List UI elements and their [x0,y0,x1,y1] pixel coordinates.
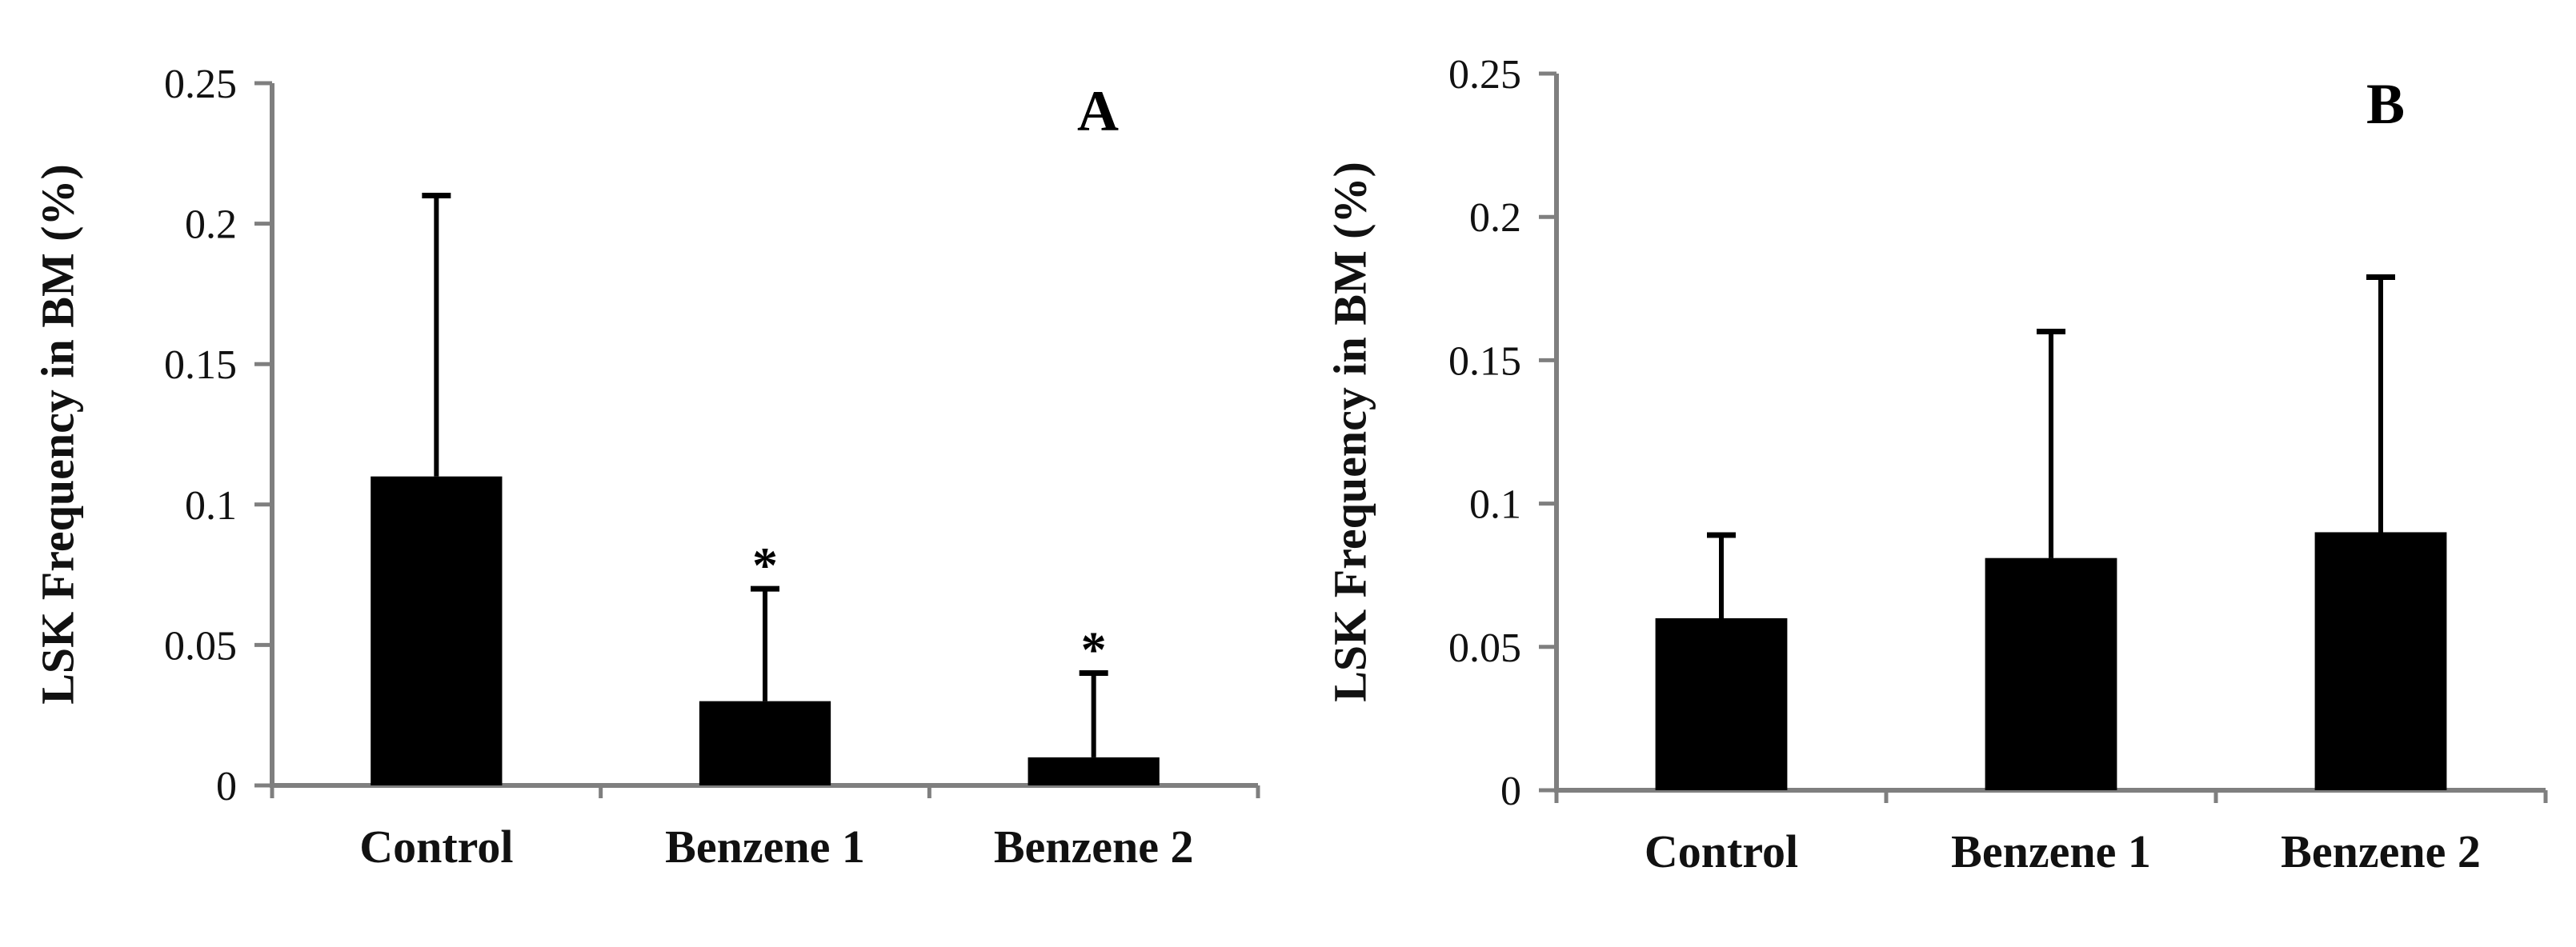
significance-mark-3: * [1081,621,1107,678]
bar-1 [1655,617,1788,790]
bar-3 [1028,757,1160,785]
panel-label-a: A [1077,79,1119,143]
category-label-3: Benzene 2 [994,821,1194,873]
y-tick-label: 0.25 [164,62,237,107]
category-label-1: Control [359,821,513,873]
bar-2 [699,701,831,785]
y-tick-label: 0.2 [185,202,237,248]
y-tick-label: 0.05 [1448,625,1521,671]
category-label-2: Benzene 1 [1951,825,2151,877]
y-tick-label: 0.15 [1448,338,1521,384]
y-tick-label: 0.1 [185,483,237,529]
y-tick-label: 0.2 [1469,195,1521,241]
panel-label-b: B [2366,72,2405,136]
y-tick-label: 0 [216,764,237,809]
bar-chart-a: 0 0.05 0.1 0.15 0.2 0.25 Control * Benzene 1 * Ben… [31,62,1260,873]
bar-2 [1985,557,2117,790]
chart-panel-a: 0 0.05 0.1 0.15 0.2 0.25 Control * Benzene 1 * Ben… [31,62,1260,873]
y-axis-title: LSK Frequency in BM (%) [1324,162,1376,702]
bar-1 [371,476,503,785]
bar-chart-b: 0 0.05 0.1 0.15 0.2 0.25 Control Benzene 1 Benze… [1324,52,2548,877]
y-tick-label: 0.1 [1469,482,1521,528]
significance-mark-2: * [752,537,778,593]
category-label-3: Benzene 2 [2281,825,2481,877]
bar-3 [2314,532,2447,790]
y-tick-label: 0.05 [164,623,237,669]
y-tick-label: 0.15 [164,342,237,388]
y-tick-label: 0.25 [1448,52,1521,98]
category-label-1: Control [1645,825,1798,877]
y-tick-label: 0 [1500,769,1521,814]
category-label-2: Benzene 1 [665,821,865,873]
y-axis-title: LSK Frequency in BM (%) [31,164,83,705]
chart-panel-b: 0 0.05 0.1 0.15 0.2 0.25 Control Benzene 1 Benze… [1288,0,2575,947]
